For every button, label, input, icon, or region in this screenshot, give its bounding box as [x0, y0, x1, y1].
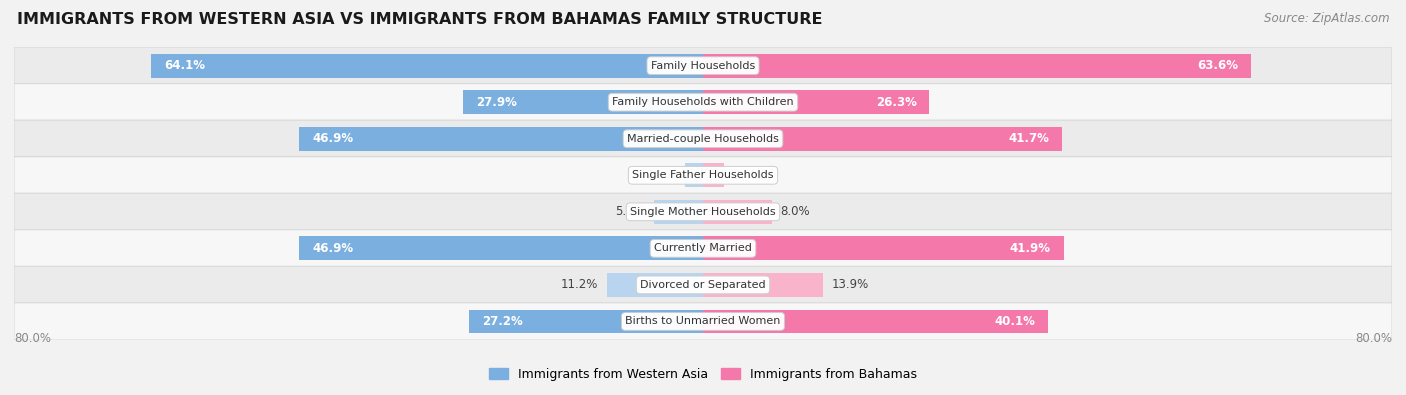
Bar [685, 164, 703, 187]
FancyBboxPatch shape [14, 230, 1392, 267]
Text: IMMIGRANTS FROM WESTERN ASIA VS IMMIGRANTS FROM BAHAMAS FAMILY STRUCTURE: IMMIGRANTS FROM WESTERN ASIA VS IMMIGRAN… [17, 12, 823, 27]
Bar [703, 200, 772, 224]
Text: 2.4%: 2.4% [733, 169, 762, 182]
FancyBboxPatch shape [14, 193, 1392, 230]
Text: Births to Unmarried Women: Births to Unmarried Women [626, 316, 780, 326]
Bar [703, 310, 1049, 333]
Bar [703, 54, 1251, 77]
FancyBboxPatch shape [14, 266, 1392, 303]
Text: 13.9%: 13.9% [831, 278, 869, 292]
Text: 80.0%: 80.0% [14, 332, 51, 345]
Text: 64.1%: 64.1% [165, 59, 205, 72]
Text: 46.9%: 46.9% [312, 242, 353, 255]
Bar [703, 273, 823, 297]
Text: 46.9%: 46.9% [312, 132, 353, 145]
Text: Family Households with Children: Family Households with Children [612, 97, 794, 107]
Text: Family Households: Family Households [651, 61, 755, 71]
FancyBboxPatch shape [14, 157, 1392, 194]
Bar [703, 164, 724, 187]
Bar [703, 127, 1062, 150]
Text: 40.1%: 40.1% [994, 315, 1035, 328]
Bar [468, 310, 703, 333]
Text: Married-couple Households: Married-couple Households [627, 134, 779, 144]
Text: Currently Married: Currently Married [654, 243, 752, 253]
FancyBboxPatch shape [14, 303, 1392, 340]
Bar [299, 237, 703, 260]
Text: 26.3%: 26.3% [876, 96, 917, 109]
Text: Source: ZipAtlas.com: Source: ZipAtlas.com [1264, 12, 1389, 25]
Text: 27.2%: 27.2% [482, 315, 523, 328]
FancyBboxPatch shape [14, 120, 1392, 157]
Bar [606, 273, 703, 297]
Text: 27.9%: 27.9% [475, 96, 516, 109]
Bar [150, 54, 703, 77]
Bar [654, 200, 703, 224]
Text: 80.0%: 80.0% [1355, 332, 1392, 345]
Bar [463, 90, 703, 114]
Legend: Immigrants from Western Asia, Immigrants from Bahamas: Immigrants from Western Asia, Immigrants… [485, 363, 921, 386]
Bar [703, 90, 929, 114]
Text: 11.2%: 11.2% [561, 278, 598, 292]
Text: Divorced or Separated: Divorced or Separated [640, 280, 766, 290]
Text: 2.1%: 2.1% [647, 169, 676, 182]
Bar [299, 127, 703, 150]
FancyBboxPatch shape [14, 47, 1392, 84]
Text: Single Mother Households: Single Mother Households [630, 207, 776, 217]
Text: 5.7%: 5.7% [616, 205, 645, 218]
Text: 41.9%: 41.9% [1010, 242, 1050, 255]
Bar [703, 237, 1064, 260]
Text: 63.6%: 63.6% [1197, 59, 1237, 72]
FancyBboxPatch shape [14, 84, 1392, 121]
Text: 41.7%: 41.7% [1008, 132, 1049, 145]
Text: 8.0%: 8.0% [780, 205, 810, 218]
Text: Single Father Households: Single Father Households [633, 170, 773, 180]
